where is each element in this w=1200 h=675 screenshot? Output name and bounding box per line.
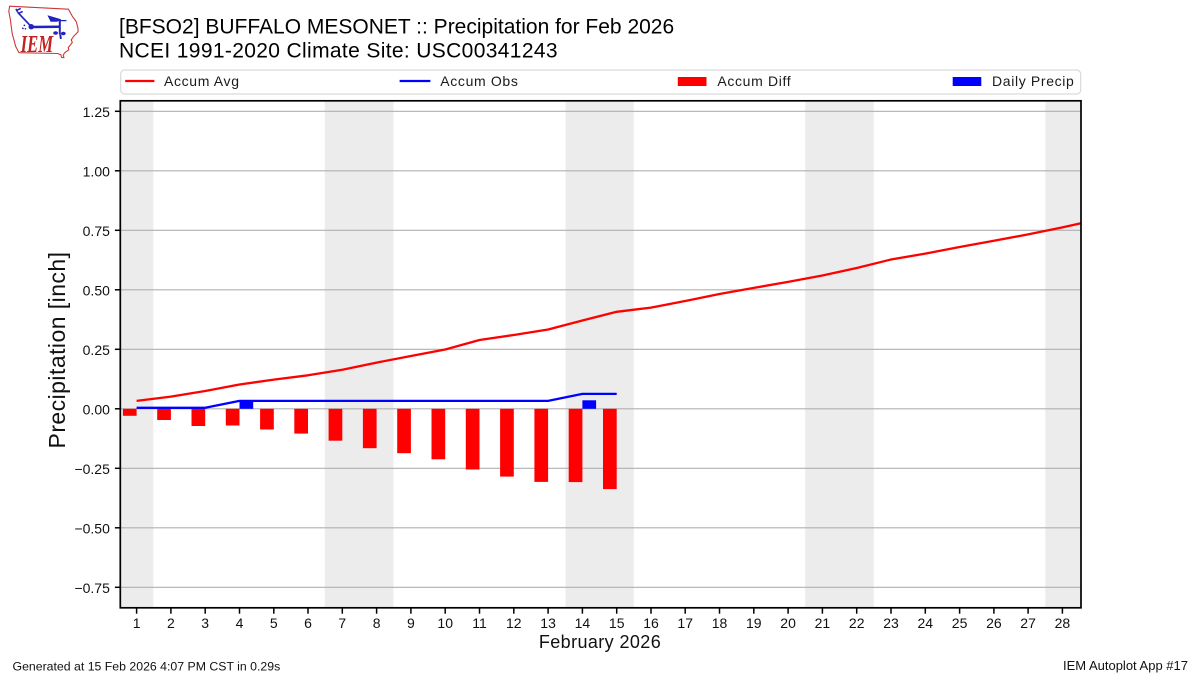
svg-text:1.25: 1.25 [83, 104, 110, 120]
svg-text:17: 17 [677, 615, 693, 631]
svg-text:0.00: 0.00 [83, 401, 110, 417]
svg-text:NCEI 1991-2020 Climate Site: U: NCEI 1991-2020 Climate Site: USC00341243 [119, 40, 558, 63]
svg-text:Daily Precip: Daily Precip [992, 73, 1075, 89]
svg-text:Precipitation [inch]: Precipitation [inch] [44, 252, 70, 449]
svg-text:12: 12 [506, 615, 522, 631]
svg-text:IEM Autoplot App #17: IEM Autoplot App #17 [1063, 658, 1188, 673]
svg-text:Accum Diff: Accum Diff [717, 73, 791, 89]
svg-text:−0.75: −0.75 [74, 580, 110, 596]
svg-text:25: 25 [952, 615, 968, 631]
svg-text:Accum Avg: Accum Avg [164, 73, 240, 89]
svg-text:February 2026: February 2026 [539, 632, 661, 652]
svg-text:0.50: 0.50 [83, 282, 110, 298]
svg-text:16: 16 [643, 615, 659, 631]
svg-text:Accum Obs: Accum Obs [440, 73, 518, 89]
svg-text:1.00: 1.00 [83, 163, 110, 179]
svg-text:8: 8 [373, 615, 381, 631]
svg-text:9: 9 [407, 615, 415, 631]
svg-text:1: 1 [133, 615, 141, 631]
svg-text:23: 23 [883, 615, 899, 631]
svg-text:2: 2 [167, 615, 175, 631]
svg-text:3: 3 [201, 615, 209, 631]
svg-text:0.75: 0.75 [83, 223, 110, 239]
svg-text:Generated at 15 Feb 2026 4:07: Generated at 15 Feb 2026 4:07 PM CST in … [13, 660, 281, 674]
svg-text:7: 7 [338, 615, 346, 631]
svg-text:[BFSO2] BUFFALO MESONET :: Pre: [BFSO2] BUFFALO MESONET :: Precipitation… [119, 16, 674, 39]
svg-text:IEM: IEM [20, 32, 54, 58]
svg-text:19: 19 [746, 615, 762, 631]
svg-text:20: 20 [780, 615, 796, 631]
svg-text:6: 6 [304, 615, 312, 631]
svg-text:22: 22 [849, 615, 865, 631]
svg-text:4: 4 [236, 615, 244, 631]
svg-text:21: 21 [815, 615, 831, 631]
svg-text:11: 11 [472, 615, 487, 631]
svg-text:15: 15 [609, 615, 625, 631]
svg-text:18: 18 [712, 615, 728, 631]
svg-text:−0.50: −0.50 [74, 520, 110, 536]
svg-text:0.25: 0.25 [83, 342, 110, 358]
svg-text:28: 28 [1055, 615, 1071, 631]
svg-text:13: 13 [540, 615, 556, 631]
svg-text:5: 5 [270, 615, 278, 631]
svg-text:−0.25: −0.25 [74, 461, 110, 477]
svg-text:14: 14 [575, 615, 591, 631]
svg-text:27: 27 [1020, 615, 1036, 631]
svg-text:10: 10 [437, 615, 453, 631]
svg-text:26: 26 [986, 615, 1002, 631]
svg-text:24: 24 [918, 615, 934, 631]
